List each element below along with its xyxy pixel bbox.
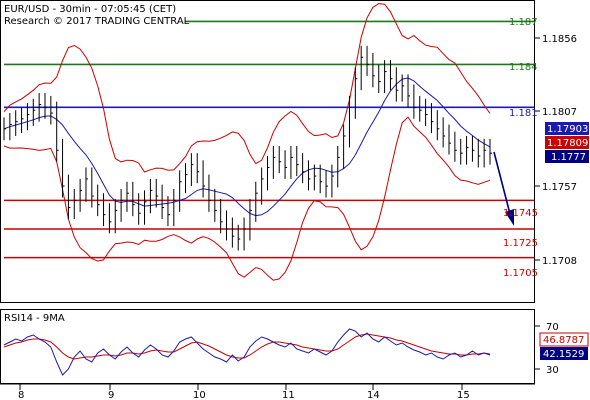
forecast-arrow-head: [505, 209, 514, 226]
y-tick-label: 1.1807: [542, 107, 577, 118]
level-label-1184: 1.184: [509, 62, 538, 73]
x-tick-label: 14: [367, 390, 380, 400]
rsi-tag-ma: 46.8787: [539, 332, 589, 347]
level-label-1181: 1.181: [509, 108, 538, 119]
y-tick-label: 1.1708: [542, 256, 577, 267]
level-label-1187: 1.187: [509, 17, 538, 28]
bollinger-bands: [3, 3, 491, 281]
x-tick-label: 11: [282, 390, 295, 400]
rsi-panel: [0, 309, 535, 384]
price-tag-ma: 1.17903: [545, 122, 589, 135]
price-bars: [3, 45, 492, 251]
rsi-y-axis: 70 30: [535, 322, 559, 376]
level-lines: [4, 20, 534, 259]
y-tick-label: 1.1856: [542, 34, 577, 45]
rsi-tag-rsi: 42.1529: [540, 347, 588, 360]
x-axis: 8 9 10 11 14 15: [18, 384, 470, 400]
rsi-lines: [3, 328, 491, 376]
bollinger-upper-line: [3, 3, 491, 173]
moving-average-line: [3, 77, 491, 217]
rsi-tag-rsi-label: 42.1529: [543, 349, 584, 360]
chart-symbol-title: EUR/USD - 30min - 07:05:45 (CET): [4, 4, 176, 15]
rsi-panel-title: RSI14 - 9MA: [4, 313, 65, 324]
x-tick-label: 10: [193, 390, 206, 400]
x-tick-label: 15: [457, 390, 470, 400]
rsi-tick-label: 70: [546, 322, 559, 333]
price-tag-current: 1.1777: [545, 150, 589, 163]
forecast-arrow: [493, 151, 514, 226]
price-y-axis: 1.1856 1.1807 1.1757 1.1708: [535, 34, 577, 267]
chart-research-credit: Research © 2017 TRADING CENTRAL: [4, 16, 190, 27]
price-tag-current-label: 1.1777: [551, 152, 586, 163]
rsi-line: [3, 328, 491, 376]
forecast-arrow-line: [493, 151, 511, 215]
bollinger-lower-line: [3, 116, 491, 281]
price-tag-bollinger-label: 1.17809: [547, 138, 588, 149]
price-panel: [0, 0, 535, 303]
price-tag-ma-label: 1.17903: [547, 124, 588, 135]
rsi-tag-ma-label: 46.8787: [543, 335, 584, 346]
x-tick-label: 8: [18, 390, 24, 400]
level-label-11705: 1.1705: [503, 268, 538, 279]
x-tick-label: 9: [108, 390, 114, 400]
rsi-tick-label: 30: [546, 365, 559, 376]
level-label-11725: 1.1725: [503, 238, 538, 249]
level-label-11745: 1.1745: [503, 208, 538, 219]
price-tag-bollinger: 1.17809: [545, 136, 589, 149]
y-tick-label: 1.1757: [542, 182, 577, 193]
